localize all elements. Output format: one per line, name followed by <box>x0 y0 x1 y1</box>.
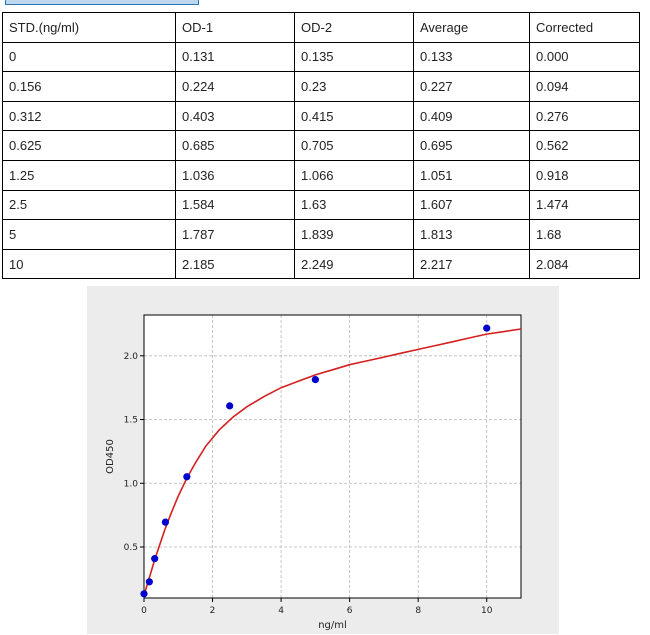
data-point <box>483 324 491 332</box>
table-cell: 1.036 <box>175 159 295 191</box>
x-tick-label: 8 <box>415 606 421 616</box>
x-tick-label: 2 <box>210 606 216 616</box>
x-tick-label: 10 <box>481 606 493 616</box>
table-row: 0.312 0.403 0.415 0.409 0.276 <box>2 100 640 132</box>
table-cell: 0.276 <box>529 100 640 132</box>
column-header: STD.(ng/ml) <box>2 12 176 43</box>
table-cell: 1.051 <box>413 159 530 191</box>
table-header-row: STD.(ng/ml) OD-1 OD-2 Average Corrected <box>2 12 640 43</box>
table-cell: 0.415 <box>294 100 414 132</box>
x-tick-label: 6 <box>347 606 353 616</box>
data-point <box>140 590 148 598</box>
table-cell: 1.25 <box>2 159 176 191</box>
table-cell: 2.5 <box>2 189 176 221</box>
table-cell: 0.133 <box>413 41 530 73</box>
table-cell: 0.403 <box>175 100 295 132</box>
plot-frame <box>143 314 522 599</box>
table-cell: 1.584 <box>175 189 295 221</box>
table-row: 0.625 0.685 0.705 0.695 0.562 <box>2 130 640 161</box>
data-point <box>183 473 191 481</box>
table-cell: 1.607 <box>413 189 530 221</box>
table-cell: 1.839 <box>294 219 414 250</box>
table-cell: 2.084 <box>529 248 640 280</box>
table-cell: 0.695 <box>413 130 530 161</box>
table-cell: 1.813 <box>413 219 530 250</box>
table-cell: 1.787 <box>175 219 295 250</box>
column-header: Corrected <box>529 12 640 43</box>
table-row: 0 0.131 0.135 0.133 0.000 <box>2 41 640 73</box>
x-tick-label: 0 <box>141 606 147 616</box>
standard-curve-table: STD.(ng/ml) OD-1 OD-2 Average Corrected … <box>2 12 640 280</box>
table-cell: 1.68 <box>529 219 640 250</box>
column-header: OD-2 <box>294 12 414 43</box>
table-cell: 1.63 <box>294 189 414 221</box>
header-strip <box>5 0 199 5</box>
data-point <box>151 555 159 563</box>
table-cell: 0.918 <box>529 159 640 191</box>
table-row: 2.5 1.584 1.63 1.607 1.474 <box>2 189 640 221</box>
column-header: Average <box>413 12 530 43</box>
y-tick-label: 1.0 <box>124 479 139 489</box>
table-cell: 0 <box>2 41 176 73</box>
y-axis-label: OD450 <box>105 439 116 474</box>
y-tick-label: 1.5 <box>124 416 138 426</box>
table-cell: 1.066 <box>294 159 414 191</box>
table-row: 1.25 1.036 1.066 1.051 0.918 <box>2 159 640 191</box>
table-cell: 0.562 <box>529 130 640 161</box>
x-tick-label: 4 <box>278 606 284 616</box>
x-axis-label: ng/ml <box>318 620 347 631</box>
table-cell: 0.23 <box>294 71 414 102</box>
column-header: OD-1 <box>175 12 295 43</box>
chart-container: 0 2 4 6 8 10 0.5 1.0 1.5 2.0 ng/ml OD450 <box>87 286 559 634</box>
y-tick-label: 0.5 <box>124 543 138 553</box>
plot-area <box>144 315 521 598</box>
table-cell: 0.705 <box>294 130 414 161</box>
table-cell: 2.185 <box>175 248 295 280</box>
table-cell: 0.685 <box>175 130 295 161</box>
table-row: 10 2.185 2.249 2.217 2.084 <box>2 248 640 280</box>
data-point <box>161 518 170 526</box>
table-cell: 0.312 <box>2 100 176 132</box>
table-cell: 0.227 <box>413 71 530 102</box>
table-cell: 5 <box>2 219 176 250</box>
table-cell: 0.409 <box>413 100 530 132</box>
table-cell: 0.625 <box>2 130 176 161</box>
y-tick-label: 2.0 <box>124 352 139 362</box>
table-row: 0.156 0.224 0.23 0.227 0.094 <box>2 71 640 102</box>
table-cell: 10 <box>2 248 176 280</box>
table-cell: 0.156 <box>2 71 176 102</box>
table-body: 0 0.131 0.135 0.133 0.000 0.156 0.224 0.23 0.227… <box>2 41 640 280</box>
data-point <box>145 578 153 586</box>
table-cell: 0.094 <box>529 71 640 102</box>
data-point <box>311 376 319 384</box>
table-cell: 0.135 <box>294 41 414 73</box>
table-cell: 2.217 <box>413 248 530 280</box>
standard-curve-chart: 0 2 4 6 8 10 0.5 1.0 1.5 2.0 ng/ml OD450 <box>105 314 522 631</box>
table-cell: 0.224 <box>175 71 295 102</box>
table-cell: 0.000 <box>529 41 640 73</box>
table-cell: 1.474 <box>529 189 640 221</box>
table-cell: 2.249 <box>294 248 414 280</box>
fit-curve <box>143 328 522 596</box>
table-row: 5 1.787 1.839 1.813 1.68 <box>2 219 640 250</box>
data-point <box>226 402 234 410</box>
table-cell: 0.131 <box>175 41 295 73</box>
